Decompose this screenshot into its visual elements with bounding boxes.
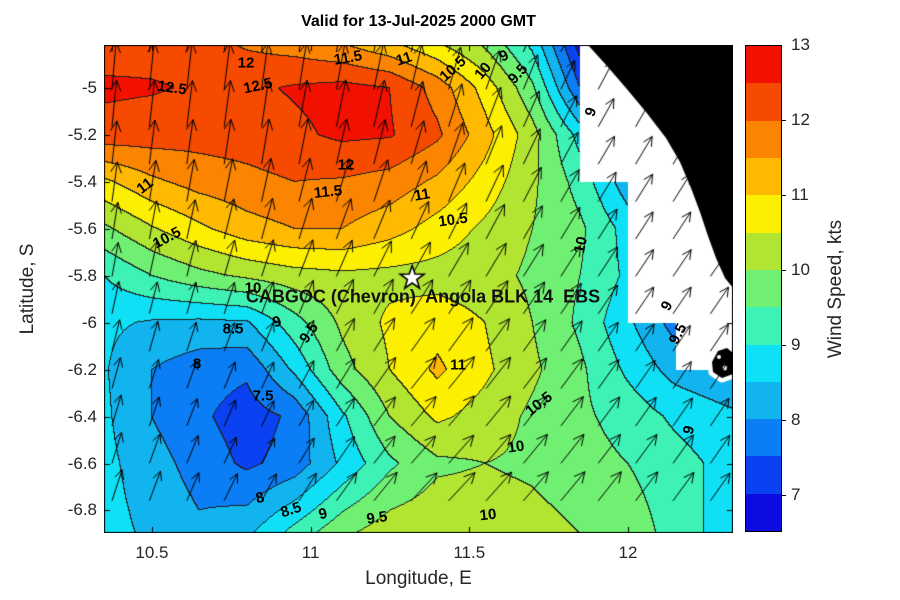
y-tick-label: -6.8 <box>67 500 97 520</box>
colorbar-band <box>746 46 781 84</box>
colorbar-tick-mark <box>781 194 786 196</box>
y-tick-label: -6.6 <box>67 453 97 473</box>
y-tick-label: -5.8 <box>67 265 97 285</box>
site-label: CABGOC (Chevron) Angola BLK 14 EBS <box>245 286 601 307</box>
colorbar-tick-label: 10 <box>791 259 810 279</box>
x-tick-label: 12 <box>618 543 638 562</box>
colorbar-band <box>746 419 781 457</box>
colorbar-band <box>746 269 781 308</box>
x-tick-label: 11 <box>301 543 320 562</box>
y-tick-label: -5.2 <box>67 124 97 144</box>
colorbar-tick-label: 7 <box>791 484 801 504</box>
y-tick-label: -6.2 <box>67 359 97 379</box>
x-tick-label: 11.5 <box>453 543 486 562</box>
y-tick-label: -6.4 <box>67 406 97 426</box>
x-tick-label: 10.5 <box>135 543 169 562</box>
plot-title: Valid for 13-Jul-2025 2000 GMT <box>301 13 536 30</box>
colorbar-band <box>746 307 781 345</box>
colorbar-band <box>746 83 781 121</box>
colorbar-band <box>746 157 781 196</box>
colorbar-tick-mark <box>781 269 786 271</box>
colorbar <box>745 45 782 532</box>
colorbar-tick-label: 9 <box>791 334 801 354</box>
y-tick-label: -5.6 <box>67 218 97 238</box>
y-axis-label: Latitude, S <box>17 243 38 335</box>
colorbar-tick-label: 12 <box>791 109 810 129</box>
x-axis-label: Longitude, E <box>365 568 472 589</box>
colorbar-band <box>746 456 781 494</box>
colorbar-tick-mark <box>781 344 786 346</box>
colorbar-tick-label: 11 <box>791 184 809 204</box>
colorbar-tick-mark <box>781 419 786 421</box>
wind-contour-map-canvas <box>104 45 733 533</box>
colorbar-tick-label: 8 <box>791 409 801 429</box>
colorbar-band <box>746 493 781 532</box>
colorbar-band <box>746 344 781 382</box>
colorbar-band <box>746 232 781 270</box>
colorbar-tick-mark <box>781 494 786 496</box>
colorbar-band <box>746 381 781 420</box>
y-tick-label: -6 <box>81 312 97 332</box>
colorbar-band <box>746 120 781 158</box>
y-tick-label: -5 <box>81 77 97 97</box>
colorbar-tick-mark <box>781 119 786 121</box>
colorbar-label: Wind Speed, kts <box>825 219 846 359</box>
colorbar-band <box>746 195 781 233</box>
y-tick-label: -5.4 <box>67 171 97 191</box>
colorbar-tick-label: 13 <box>791 35 810 54</box>
